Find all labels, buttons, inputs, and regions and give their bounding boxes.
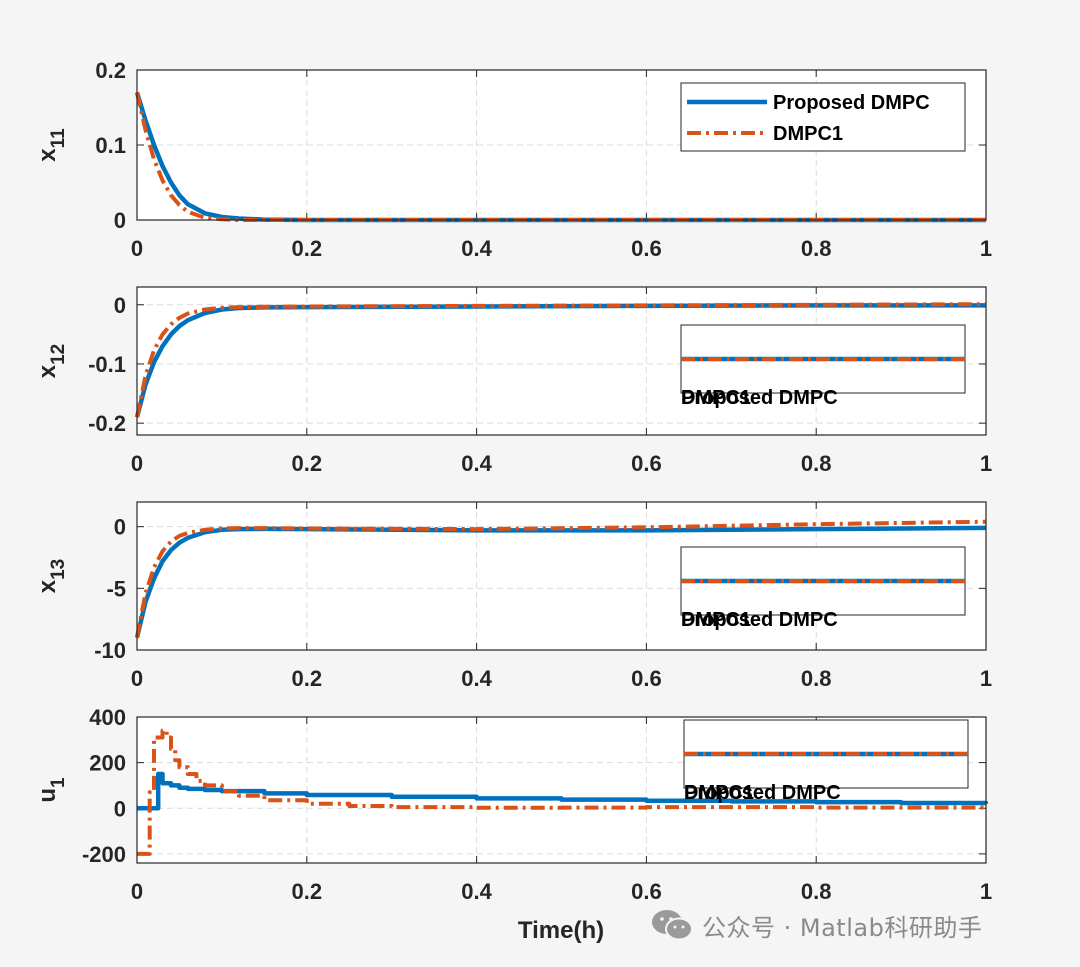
x-tick-label: 1 — [980, 879, 992, 904]
series-line-dmpc1 — [137, 728, 988, 856]
series-line-dmpc1 — [135, 302, 987, 418]
y-axis-label: x13 — [34, 559, 69, 594]
legend-label: Proposed DMPC — [773, 92, 930, 114]
x-tick-label: 0 — [131, 666, 143, 691]
y-tick-label: -200 — [82, 842, 126, 867]
x-tick-label: 0.4 — [461, 666, 492, 691]
y-axis-label: x12 — [34, 344, 69, 379]
x-tick-label: 0.4 — [461, 879, 492, 904]
x-tick-label: 0.6 — [631, 666, 662, 691]
legend-label: DMPC1 — [684, 782, 754, 804]
x-tick-label: 0.6 — [631, 236, 662, 261]
x-tick-label: 0.2 — [292, 236, 323, 261]
y-tick-label: 200 — [89, 751, 126, 776]
x-tick-label: 0.2 — [292, 879, 323, 904]
x-tick-label: 0.8 — [801, 879, 832, 904]
legend-label: Proposed DMPC — [681, 387, 838, 409]
axes-x12: 0 0.2 0.4 0.6 0.8 1 -0.2 -0.1 0 x12 Proposed DMPCD… — [34, 286, 992, 476]
y-tick-label: 0 — [114, 515, 126, 540]
x-tick-label: 1 — [980, 451, 992, 476]
x-tick-label: 0.2 — [292, 451, 323, 476]
x-tick-label: 0.2 — [292, 666, 323, 691]
x-tick-label: 0 — [131, 879, 143, 904]
x-tick-label: 0.8 — [801, 236, 832, 261]
axes-frame — [136, 286, 987, 436]
x-tick-label: 1 — [980, 236, 992, 261]
legend-label: DMPC1 — [681, 387, 751, 409]
x-tick-label: 0.4 — [461, 451, 492, 476]
watermark: 公众号 · Matlab科研助手 — [650, 905, 982, 945]
y-tick-label: -0.1 — [88, 352, 126, 377]
x-axis-label: Time(h) — [518, 917, 604, 944]
legend-label: Proposed DMPC — [681, 609, 838, 631]
x-tick-label: 0.8 — [801, 451, 832, 476]
x-tick-label: 0.6 — [631, 451, 662, 476]
y-tick-label: 0 — [114, 293, 126, 318]
legend-label: DMPC1 — [681, 609, 751, 631]
x-tick-label: 0.6 — [631, 879, 662, 904]
y-tick-label: 400 — [89, 705, 126, 730]
y-tick-label: 0 — [114, 208, 126, 233]
y-tick-label: -0.2 — [88, 411, 126, 436]
y-tick-label: 0 — [114, 796, 126, 821]
series-line-dmpc1 — [135, 519, 987, 639]
axes-frame — [136, 69, 987, 221]
series-line-proposed-dmpc — [137, 771, 989, 811]
axes-x11: 0 0.2 0.4 0.6 0.8 1 0 0.1 0.2 x11 Proposed DMPC DMP… — [34, 58, 992, 261]
y-tick-label: 0.1 — [95, 133, 126, 158]
legend-box — [680, 82, 966, 152]
wechat-icon — [652, 910, 693, 941]
y-axis-label: x11 — [34, 128, 69, 162]
y-axis-label: u1 — [34, 777, 69, 803]
axes-frame — [136, 716, 987, 864]
x-tick-label: 0.8 — [801, 666, 832, 691]
x-tick-label: 0 — [131, 451, 143, 476]
y-tick-label: 0.2 — [95, 58, 126, 83]
y-tick-label: -10 — [94, 638, 126, 663]
legend-label: Proposed DMPC — [684, 782, 841, 804]
legend-label: DMPC1 — [773, 123, 843, 145]
axes-frame — [136, 501, 987, 651]
x-tick-label: 1 — [980, 666, 992, 691]
watermark-text: 公众号 · Matlab科研助手 — [702, 913, 983, 942]
y-tick-label: -5 — [106, 576, 126, 601]
x-tick-label: 0 — [131, 236, 143, 261]
axes-x13: 0 0.2 0.4 0.6 0.8 1 -10 -5 0 x13 Proposed DMPCDMPC… — [34, 501, 992, 691]
x-tick-label: 0.4 — [461, 236, 492, 261]
